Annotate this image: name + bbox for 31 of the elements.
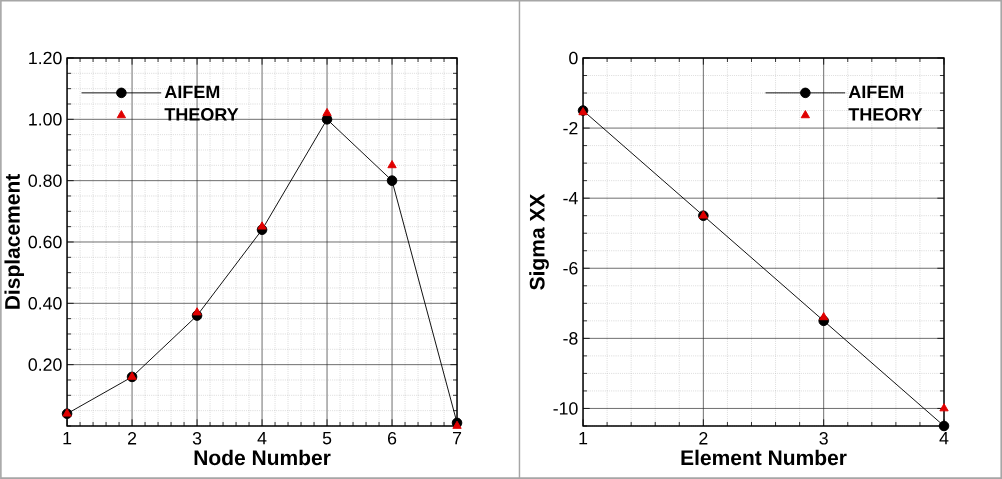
x-axis-title: Node Number <box>194 449 331 466</box>
x-tick-label: 2 <box>699 432 708 445</box>
x-tick-label: 3 <box>819 432 828 445</box>
y-tick-label: -6 <box>563 262 578 275</box>
y-tick-label: -10 <box>553 402 578 415</box>
x-tick-label: 4 <box>939 432 949 445</box>
x-tick-label: 2 <box>128 432 137 445</box>
y-tick-label: 0 <box>569 51 578 65</box>
x-tick-label: 4 <box>257 432 267 445</box>
legend-label: THEORY <box>848 108 923 121</box>
x-tick-label: 3 <box>192 432 202 445</box>
legend-label: THEORY <box>164 108 239 121</box>
y-tick-label: 0.80 <box>28 174 62 187</box>
y-tick-label: -4 <box>563 192 578 205</box>
y-tick-label: 0.60 <box>28 235 62 249</box>
x-tick-label: 6 <box>388 432 397 445</box>
y-tick-label: 1.00 <box>29 113 62 126</box>
x-tick-label: 1 <box>579 432 588 445</box>
y-tick-label: -2 <box>563 121 578 135</box>
y-axis-title: Sigma XX <box>529 193 549 290</box>
x-tick-label: 1 <box>63 432 72 445</box>
x-tick-label: 5 <box>322 432 332 445</box>
y-tick-label: 0.20 <box>28 358 62 371</box>
legend-label: AIFEM <box>164 85 220 99</box>
y-tick-label: 1.20 <box>29 51 62 65</box>
y-axis-title: Displacement <box>4 174 25 309</box>
y-tick-label: 0.40 <box>28 297 62 310</box>
x-tick-label: 7 <box>453 432 462 445</box>
x-axis-title: Element Number <box>681 449 847 466</box>
y-tick-label: -8 <box>563 332 578 345</box>
legend-label: AIFEM <box>848 85 904 99</box>
